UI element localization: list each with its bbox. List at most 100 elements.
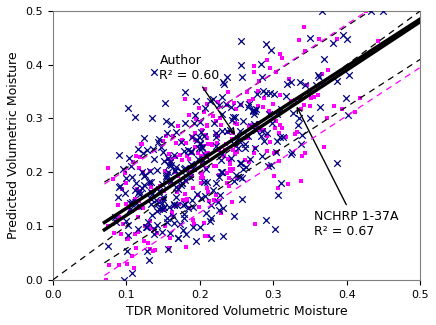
Point xyxy=(115,195,122,200)
Point xyxy=(291,132,298,137)
Point xyxy=(192,112,199,117)
Point xyxy=(136,154,143,160)
Point xyxy=(198,145,205,150)
Point xyxy=(245,123,252,128)
Point xyxy=(146,226,153,231)
Point xyxy=(265,163,272,168)
Point xyxy=(132,245,139,250)
Point xyxy=(204,150,211,155)
Point xyxy=(143,224,150,229)
Point xyxy=(150,249,157,254)
Point xyxy=(224,180,231,186)
Point xyxy=(179,227,186,232)
Point xyxy=(181,212,187,217)
Point xyxy=(287,151,294,157)
Point xyxy=(287,79,294,84)
Point xyxy=(141,172,148,177)
Point xyxy=(173,194,180,199)
Point xyxy=(228,200,235,205)
Point xyxy=(141,182,148,188)
Point xyxy=(298,153,305,159)
Point xyxy=(259,74,266,80)
Point xyxy=(113,218,120,224)
Point xyxy=(163,174,170,179)
Point xyxy=(122,218,129,224)
Point xyxy=(194,191,201,196)
Point xyxy=(199,157,206,162)
Point xyxy=(192,238,199,243)
Point xyxy=(119,166,126,172)
Point xyxy=(197,119,204,124)
Point xyxy=(169,213,176,218)
Point xyxy=(218,152,225,157)
Point xyxy=(134,214,141,219)
Point xyxy=(134,229,141,234)
Point xyxy=(252,222,259,227)
Point xyxy=(296,116,303,121)
Point xyxy=(218,122,225,127)
Point xyxy=(201,109,208,114)
Point xyxy=(147,190,154,195)
Point xyxy=(192,131,199,136)
Point xyxy=(189,225,196,230)
Point xyxy=(153,231,160,236)
Point xyxy=(233,176,240,181)
Point xyxy=(220,154,227,159)
Point xyxy=(218,169,225,174)
Point xyxy=(197,140,204,145)
Point xyxy=(146,180,153,185)
Point xyxy=(115,152,122,158)
Point xyxy=(303,83,310,88)
Point xyxy=(233,176,240,181)
Point xyxy=(175,201,182,206)
Point xyxy=(235,146,242,151)
Point xyxy=(162,119,169,124)
Point xyxy=(187,161,194,166)
Point xyxy=(237,38,244,43)
Point xyxy=(319,8,326,14)
Point xyxy=(118,187,125,192)
Point xyxy=(174,235,181,240)
Point xyxy=(134,190,141,196)
Point xyxy=(154,223,161,228)
Point xyxy=(249,97,256,102)
Point xyxy=(172,165,179,170)
Point xyxy=(131,115,138,120)
Point xyxy=(182,245,189,250)
Point xyxy=(211,163,218,168)
Point xyxy=(222,101,229,107)
Point xyxy=(334,78,341,83)
Point xyxy=(224,75,231,80)
Point xyxy=(183,232,190,237)
Point xyxy=(275,186,282,191)
Point xyxy=(166,230,173,235)
Point xyxy=(219,206,226,211)
Point xyxy=(315,93,322,98)
Point xyxy=(170,134,177,139)
Point xyxy=(147,218,154,224)
Point xyxy=(167,235,174,240)
Point xyxy=(171,169,178,174)
Point xyxy=(321,144,328,150)
Point xyxy=(300,25,307,30)
Point xyxy=(124,237,131,242)
Point xyxy=(276,122,283,127)
Point xyxy=(220,79,227,84)
Point xyxy=(356,95,363,100)
Point xyxy=(170,152,177,157)
Point xyxy=(266,108,272,113)
Point xyxy=(189,165,196,171)
Point xyxy=(150,227,157,232)
Point xyxy=(230,166,237,172)
Point xyxy=(151,156,158,162)
Point xyxy=(146,168,153,174)
Point xyxy=(186,165,193,170)
Point xyxy=(161,224,168,229)
Point xyxy=(197,176,204,181)
Point xyxy=(254,103,261,109)
Point xyxy=(113,220,120,225)
Point xyxy=(215,134,221,139)
Point xyxy=(199,176,206,181)
Point xyxy=(276,52,283,57)
Point xyxy=(203,102,210,107)
